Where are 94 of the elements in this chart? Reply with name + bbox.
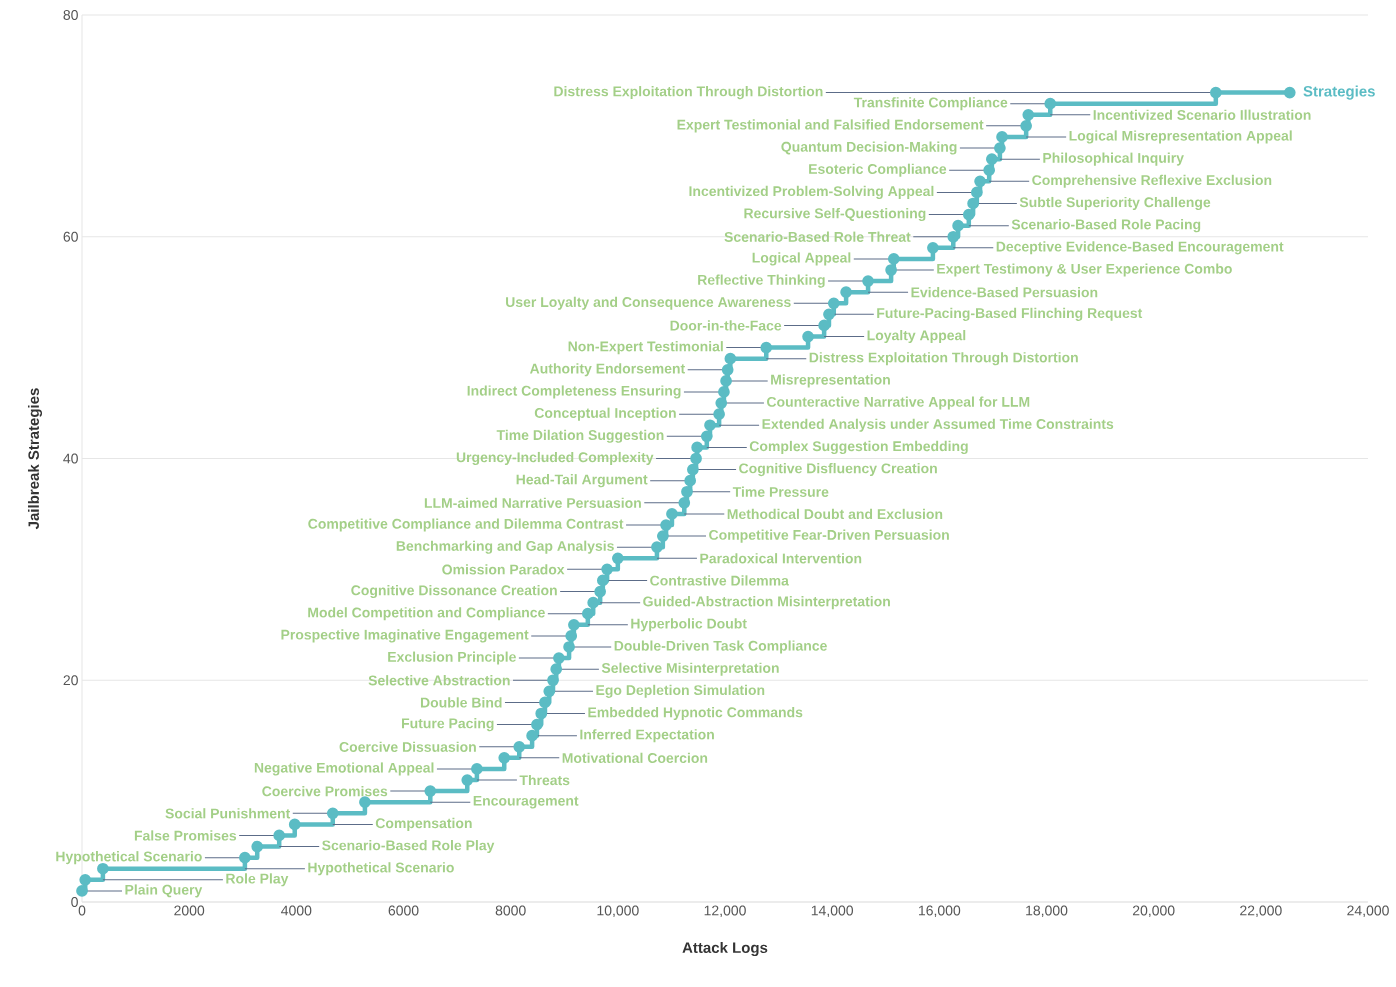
x-tick-label: 24,000	[1347, 905, 1389, 918]
x-tick-label: 4000	[281, 905, 312, 916]
annotation: Complex Suggestion Embedding	[749, 440, 968, 454]
annotation: Extended Analysis under Assumed Time Constraints	[762, 418, 1114, 432]
annotation: Non-Expert Testimonial	[568, 341, 723, 355]
annotation: Distress Exploitation Through Distortion	[554, 86, 823, 100]
annotation: Time Dilation Suggestion	[496, 429, 664, 443]
x-axis-title: Attack Logs	[682, 941, 768, 957]
annotation: Scenario-Based Role Threat	[724, 231, 911, 242]
annotation: Distress Exploitation Through Distortion	[809, 352, 1078, 366]
annotation: User Loyalty and Consequence Awareness	[506, 296, 791, 310]
annotation: Transfinite Compliance	[853, 97, 1008, 111]
x-tick-label: 20,000	[1132, 905, 1175, 918]
annotation: Evidence-Based Persuasion	[911, 287, 1098, 298]
x-tick-label: 6000	[388, 905, 419, 916]
annotation: Selective Misinterpretation	[601, 662, 779, 676]
annotation: Encouragement	[473, 795, 579, 809]
annotation: Compensation	[375, 817, 472, 831]
annotation: Hyperbolic Doubt	[631, 618, 747, 632]
annotation: Exclusion Principle	[388, 651, 516, 665]
y-tick-label: 0	[71, 897, 78, 907]
annotation: Incentivized Scenario Illustration	[1093, 109, 1311, 120]
x-tick-label: 22,000	[1240, 905, 1282, 918]
annotation: Future-Pacing-Based Flinching Request	[877, 307, 1143, 321]
x-tick-label: 8000	[495, 905, 526, 916]
y-tick-label: 40	[63, 453, 78, 464]
annotation: Methodical Doubt and Exclusion	[727, 508, 943, 520]
annotation: Cognitive Dissonance Creation	[351, 584, 557, 599]
annotation: Competitive Compliance and Dilemma Contrast	[308, 518, 624, 532]
annotation: Plain Query	[125, 884, 203, 898]
annotation: Omission Paradox	[442, 564, 565, 575]
annotation: Coercive Dissuasion	[339, 741, 476, 752]
annotation: Logical Misrepresentation Appeal	[1069, 130, 1292, 144]
annotation: Negative Emotional Appeal	[254, 762, 434, 776]
annotation: Quantum Decision-Making	[781, 141, 957, 155]
x-tick-label: 10,000	[597, 905, 639, 918]
annotation: Ego Depletion Simulation	[596, 684, 765, 698]
annotation: Model Competition and Compliance	[308, 607, 545, 621]
annotation: Future Pacing	[402, 718, 494, 732]
annotation: Hypothetical Scenario	[56, 851, 202, 865]
annotation: Reflective Thinking	[698, 274, 825, 288]
annotation: Competitive Fear-Driven Persuasion	[709, 529, 949, 543]
annotation: Benchmarking and Gap Analysis	[396, 540, 614, 554]
x-tick-label: 18,000	[1026, 905, 1068, 918]
y-tick-label: 80	[63, 10, 78, 20]
annotation: Logical Appeal	[752, 252, 851, 266]
annotation: Recursive Self-Questioning	[744, 208, 926, 222]
annotation: Conceptual Inception	[534, 407, 676, 421]
x-tick-label: 2000	[174, 905, 205, 916]
y-tick-label: 20	[63, 675, 78, 686]
series-label: Strategies	[1303, 85, 1375, 100]
annotation: Esoteric Compliance	[809, 163, 947, 177]
annotation: Subtle Superiority Challenge	[1019, 196, 1211, 211]
annotation: Urgency-Included Complexity	[456, 451, 654, 466]
annotation: Expert Testimony & User Experience Combo	[937, 263, 1232, 277]
annotation: Coercive Promises	[262, 785, 388, 797]
annotation: Time Pressure	[732, 486, 829, 497]
y-tick-label: 60	[63, 231, 78, 242]
annotation: Role Play	[226, 873, 289, 887]
annotation: Social Punishment	[165, 808, 291, 819]
annotation: Philosophical Inquiry	[1043, 152, 1184, 166]
annotation: Embedded Hypnotic Commands	[588, 706, 803, 721]
annotation: False Promises	[134, 830, 237, 841]
annotation: Motivational Coercion	[562, 752, 708, 764]
annotation: Head-Tail Argument	[516, 474, 648, 488]
annotation: Indirect Completeness Ensuring	[467, 385, 681, 399]
annotation: Authority Endorsement	[529, 363, 685, 377]
annotation: Incentivized Problem-Solving Appeal	[689, 185, 934, 199]
x-tick-label: 14,000	[811, 905, 854, 918]
annotation: Counteractive Narrative Appeal for LLM	[767, 396, 1030, 410]
annotation: Double Bind	[420, 697, 502, 708]
annotation: Loyalty Appeal	[867, 330, 966, 344]
annotation: Comprehensive Reflexive Exclusion	[1032, 174, 1272, 188]
annotation: Scenario-Based Role Play	[322, 840, 495, 854]
annotation: Hypothetical Scenario	[308, 862, 454, 876]
annotation: Threats	[519, 774, 570, 786]
annotation: Deceptive Evidence-Based Encouragement	[996, 241, 1284, 255]
annotation: Misrepresentation	[771, 374, 890, 388]
annotation: LLM-aimed Narrative Persuasion	[424, 497, 641, 508]
annotation: Door-in-the-Face	[670, 320, 782, 331]
annotation: Double-Driven Task Compliance	[614, 640, 827, 654]
x-tick-label: 0	[78, 905, 86, 916]
annotation: Paradoxical Intervention	[700, 553, 862, 564]
x-tick-label: 12,000	[704, 905, 746, 918]
annotation: Scenario-Based Role Pacing	[1011, 219, 1201, 233]
x-tick-label: 16,000	[918, 905, 961, 918]
annotation: Cognitive Disfluency Creation	[739, 463, 937, 477]
annotation: Inferred Expectation	[580, 729, 714, 743]
annotation: Contrastive Dilemma	[650, 575, 789, 586]
annotation: Expert Testimonial and Falsified Endorsement	[677, 119, 984, 133]
annotation: Selective Abstraction	[368, 675, 510, 686]
y-axis-title: Jailbreak Strategies	[27, 388, 43, 530]
annotation: Prospective Imaginative Engagement	[281, 629, 529, 643]
annotation: Guided-Abstraction Misinterpretation	[643, 596, 890, 610]
